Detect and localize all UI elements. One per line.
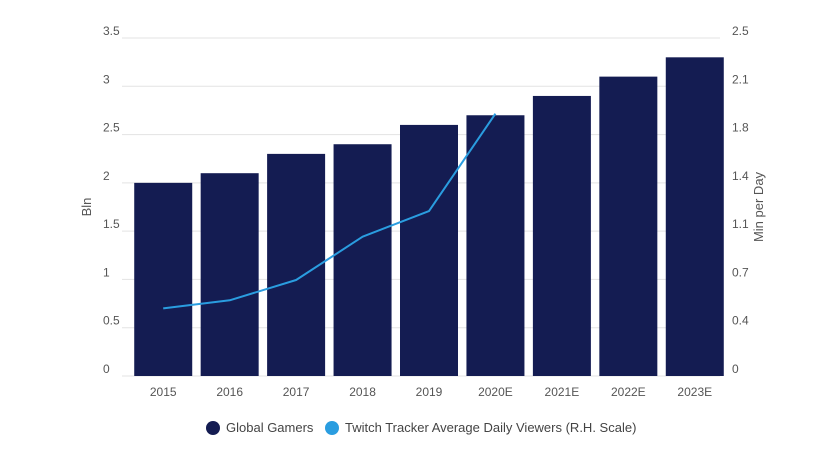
left-tick-label: 3.5: [103, 24, 120, 38]
right-axis: 0 0.4 0.7 1.1 1.4 1.8 2.1 2.5: [732, 24, 749, 376]
bar-series: [134, 57, 724, 377]
bar-2016: [200, 173, 259, 376]
bar-2015: [134, 182, 193, 376]
x-tick-label: 2022E: [611, 385, 646, 399]
right-tick-label: 0: [732, 362, 739, 376]
left-tick-label: 1: [103, 265, 110, 279]
x-tick-label: 2017: [283, 385, 310, 399]
bar-2017: [267, 153, 326, 376]
x-tick-label: 2021E: [545, 385, 580, 399]
right-tick-label: 2.1: [732, 72, 749, 86]
bar-2022E: [599, 76, 658, 376]
right-tick-label: 2.5: [732, 24, 749, 38]
left-axis: 0 0.5 1 1.5 2 2.5 3 3.5: [103, 24, 120, 376]
right-tick-label: 1.1: [732, 217, 749, 231]
x-tick-label: 2016: [216, 385, 243, 399]
right-tick-label: 0.7: [732, 265, 749, 279]
legend-label-global-gamers: Global Gamers: [226, 420, 314, 435]
x-tick-label: 2020E: [478, 385, 513, 399]
right-tick-label: 0.4: [732, 314, 749, 328]
bar-2020E: [466, 115, 525, 376]
left-tick-label: 0.5: [103, 314, 120, 328]
left-tick-label: 2.5: [103, 121, 120, 135]
line-series: [163, 113, 497, 310]
right-tick-label: 1.8: [732, 121, 749, 135]
left-tick-label: 1.5: [103, 217, 120, 231]
left-tick-label: 2: [103, 169, 110, 183]
x-axis: 2015 2016 2017 2018 2019 2020E 2021E 2022E 2023E: [150, 385, 712, 399]
legend-marker-global-gamers: [206, 421, 220, 435]
x-tick-label: 2023E: [677, 385, 712, 399]
left-axis-title: Bln: [79, 198, 94, 217]
twitch-viewers-line: [163, 113, 497, 310]
left-tick-label: 3: [103, 72, 110, 86]
legend-label-twitch: Twitch Tracker Average Daily Viewers (R.…: [345, 420, 636, 435]
legend: Global Gamers Twitch Tracker Average Dail…: [206, 420, 636, 435]
bar-2019: [400, 124, 458, 377]
bar-2018: [333, 144, 392, 376]
x-tick-label: 2019: [416, 385, 443, 399]
bar-2023E: [665, 57, 724, 377]
legend-marker-twitch: [325, 421, 339, 435]
right-axis-title: Min per Day: [751, 171, 766, 242]
bar-2021E: [532, 95, 591, 376]
x-tick-label: 2018: [349, 385, 376, 399]
right-tick-label: 1.4: [732, 169, 749, 183]
x-tick-label: 2015: [150, 385, 177, 399]
left-tick-label: 0: [103, 362, 110, 376]
